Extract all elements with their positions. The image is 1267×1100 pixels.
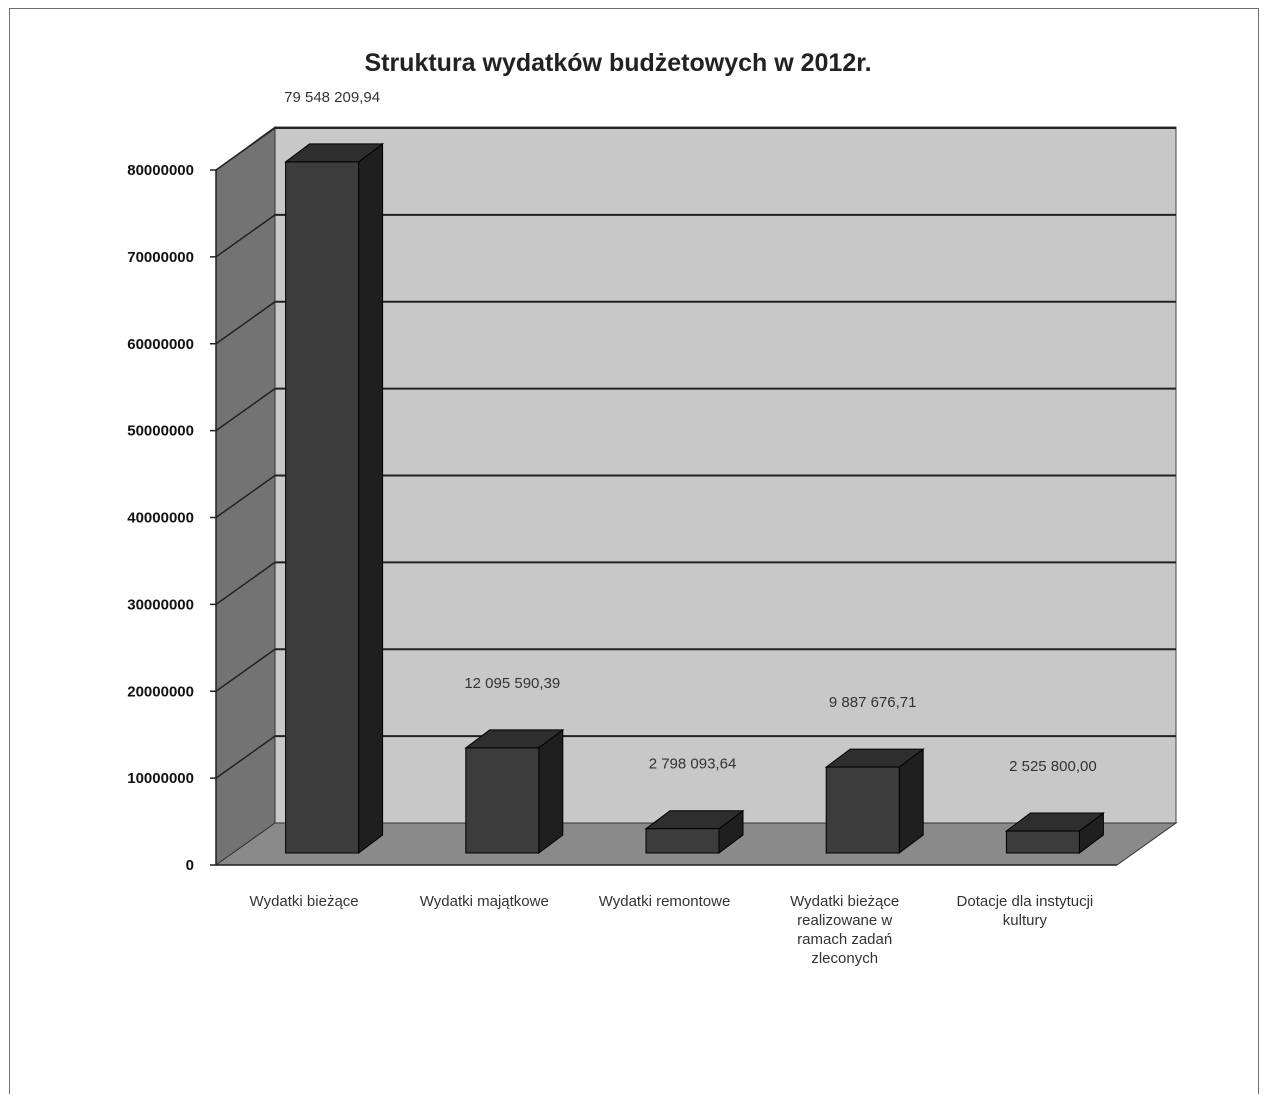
gridline-side xyxy=(215,474,276,519)
bar xyxy=(464,728,565,854)
bar-front xyxy=(465,747,540,854)
y-tick-label: 30000000 xyxy=(127,596,194,613)
data-label: 12 095 590,39 xyxy=(464,675,560,692)
x-tick-label: Wydatki remontowe xyxy=(599,893,731,910)
y-tick-label: 10000000 xyxy=(127,770,194,787)
gridline-side xyxy=(215,214,276,258)
x-tick-label: Wydatki majątkowe xyxy=(420,893,549,910)
gridline-side xyxy=(215,648,276,692)
gridline-side xyxy=(215,127,276,171)
x-tick-label: Dotacje dla instytucji kultury xyxy=(957,893,1094,929)
bar xyxy=(1004,812,1105,854)
gridline-side xyxy=(215,561,276,605)
data-label: 79 548 209,94 xyxy=(284,89,380,106)
gridline-side xyxy=(215,388,276,432)
y-tick-label: 20000000 xyxy=(127,683,194,700)
bar xyxy=(824,748,925,854)
y-tick-label: 60000000 xyxy=(127,336,194,353)
bar-side xyxy=(538,728,564,854)
y-tick-label: 40000000 xyxy=(127,510,194,527)
y-tick-label: 70000000 xyxy=(127,249,194,266)
y-tick-label: 80000000 xyxy=(127,162,194,179)
bar-front xyxy=(285,161,360,854)
gridline-side xyxy=(215,735,276,779)
x-tick-label: Wydatki bieżące realizowane w ramach zadań… xyxy=(790,893,899,967)
data-label: 2 525 800,00 xyxy=(1009,758,1097,775)
y-tick-label: 0 xyxy=(186,857,194,874)
x-tick-label: Wydatki bieżące xyxy=(250,893,359,910)
bar xyxy=(644,809,745,854)
bar-front xyxy=(825,766,900,854)
chart-title: Struktura wydatków budżetowych w 2012r. xyxy=(364,49,871,77)
bar-front xyxy=(1005,830,1080,854)
bar-front xyxy=(645,828,720,854)
data-label: 9 887 676,71 xyxy=(829,694,917,711)
data-label: 2 798 093,64 xyxy=(649,756,737,773)
y-tick-label: 50000000 xyxy=(127,423,194,440)
chart-frame xyxy=(9,8,1259,1094)
bar xyxy=(284,142,385,854)
bar-side xyxy=(358,142,384,854)
gridline-side xyxy=(215,301,276,345)
